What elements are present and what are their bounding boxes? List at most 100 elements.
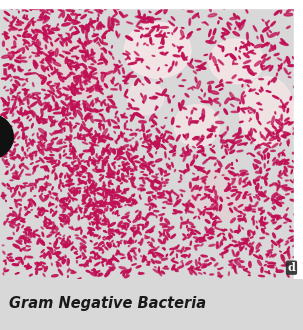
Ellipse shape [90,76,97,79]
Ellipse shape [254,255,260,258]
Ellipse shape [97,211,102,214]
Ellipse shape [155,179,156,182]
Ellipse shape [269,33,277,37]
Ellipse shape [108,229,111,235]
Ellipse shape [197,150,204,152]
Ellipse shape [199,170,201,171]
Ellipse shape [271,45,274,50]
Ellipse shape [167,232,170,238]
Ellipse shape [72,11,73,13]
Ellipse shape [139,211,141,216]
Ellipse shape [47,222,49,223]
Ellipse shape [261,43,268,47]
Ellipse shape [138,273,144,274]
Ellipse shape [32,140,34,146]
Ellipse shape [50,160,55,162]
Ellipse shape [155,267,156,268]
Ellipse shape [232,240,237,243]
Ellipse shape [229,264,234,266]
Ellipse shape [259,90,261,92]
Ellipse shape [87,180,90,181]
Ellipse shape [63,146,67,148]
Ellipse shape [121,233,126,238]
Ellipse shape [191,110,193,114]
Ellipse shape [56,239,58,244]
Ellipse shape [105,259,110,264]
Ellipse shape [29,233,31,238]
Ellipse shape [19,174,20,175]
Ellipse shape [95,131,97,135]
Ellipse shape [168,158,170,159]
Ellipse shape [284,214,287,218]
Ellipse shape [108,164,110,169]
Ellipse shape [210,213,212,218]
Ellipse shape [162,226,166,227]
Ellipse shape [162,89,166,95]
Ellipse shape [159,47,164,49]
Ellipse shape [277,188,278,191]
Ellipse shape [249,112,252,113]
Ellipse shape [28,45,32,46]
Ellipse shape [83,46,85,49]
Ellipse shape [220,142,224,144]
Ellipse shape [282,255,285,260]
Ellipse shape [5,138,6,140]
Ellipse shape [125,200,130,201]
Ellipse shape [261,136,262,137]
Ellipse shape [45,224,48,228]
Ellipse shape [120,153,124,155]
Ellipse shape [156,128,160,133]
Ellipse shape [291,170,292,174]
Ellipse shape [78,41,83,45]
Ellipse shape [72,92,75,95]
Ellipse shape [68,166,70,168]
Ellipse shape [102,218,107,221]
Ellipse shape [28,34,31,35]
Ellipse shape [146,17,152,23]
Ellipse shape [239,121,243,123]
Ellipse shape [225,140,228,143]
Ellipse shape [62,107,65,114]
Ellipse shape [187,219,188,222]
Ellipse shape [102,149,108,152]
Ellipse shape [111,18,114,25]
Ellipse shape [207,134,212,138]
Ellipse shape [48,13,50,14]
Ellipse shape [71,105,78,110]
Ellipse shape [88,2,91,4]
Ellipse shape [105,192,108,198]
Ellipse shape [147,213,153,215]
Ellipse shape [4,69,7,76]
Ellipse shape [273,217,275,221]
Ellipse shape [45,45,47,49]
Ellipse shape [136,304,141,306]
Ellipse shape [90,251,94,253]
Ellipse shape [88,178,91,183]
Ellipse shape [100,204,101,205]
Ellipse shape [148,180,153,182]
Ellipse shape [48,105,50,112]
Ellipse shape [113,246,116,247]
Ellipse shape [108,189,113,193]
Ellipse shape [87,202,90,206]
Ellipse shape [192,121,198,123]
Ellipse shape [28,239,29,243]
Ellipse shape [131,227,134,232]
Ellipse shape [25,111,33,113]
Ellipse shape [117,8,120,10]
Ellipse shape [200,67,201,70]
Ellipse shape [256,93,258,94]
Ellipse shape [239,178,241,184]
Ellipse shape [160,217,162,219]
Ellipse shape [47,84,49,85]
Ellipse shape [107,156,108,158]
Ellipse shape [133,240,134,243]
Ellipse shape [273,158,275,161]
Ellipse shape [222,156,225,158]
Ellipse shape [65,205,70,209]
Ellipse shape [258,192,263,193]
Ellipse shape [122,216,126,219]
Ellipse shape [32,4,37,6]
Ellipse shape [115,65,118,72]
Ellipse shape [13,77,19,79]
